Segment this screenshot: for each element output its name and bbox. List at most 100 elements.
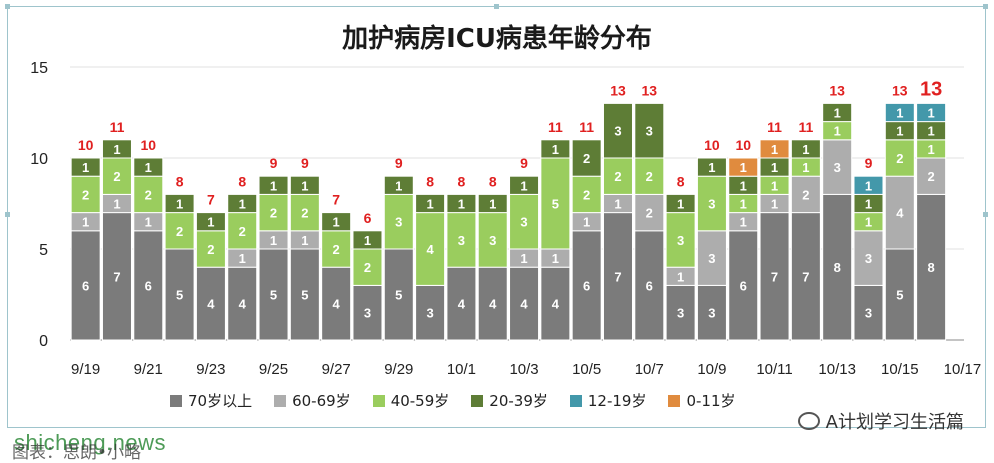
x-tick-label: 10/1 [447, 361, 476, 378]
data-label: 2 [896, 151, 903, 166]
total-label: 8 [426, 173, 434, 189]
data-label: 1 [113, 142, 120, 157]
bar-segment [665, 284, 696, 341]
bar-segment [696, 175, 727, 232]
bar-segment [415, 284, 446, 341]
total-label: 9 [301, 155, 309, 171]
data-label: 1 [270, 178, 277, 193]
total-label: 10 [140, 137, 156, 153]
x-tick-label: 10/5 [572, 361, 601, 378]
bar-segment [133, 230, 164, 341]
bar-segment [728, 230, 759, 341]
total-label: 13 [892, 82, 908, 98]
data-label: 6 [646, 278, 653, 293]
data-label: 4 [458, 297, 466, 312]
bar-segment [509, 175, 540, 195]
data-label: 6 [145, 278, 152, 293]
bar-segment [759, 212, 790, 341]
data-label: 2 [583, 187, 590, 202]
data-label: 3 [708, 306, 715, 321]
data-label: 1 [395, 178, 402, 193]
x-tick-label: 10/7 [635, 361, 664, 378]
data-label: 7 [771, 269, 778, 284]
data-label: 1 [270, 233, 277, 248]
data-label: 3 [677, 233, 684, 248]
total-label: 9 [520, 155, 528, 171]
data-label: 3 [865, 251, 872, 266]
legend-swatch [471, 394, 484, 407]
resize-handle[interactable] [5, 4, 10, 9]
data-label: 5 [270, 288, 277, 303]
bar-segment [195, 230, 226, 268]
data-label: 1 [520, 251, 527, 266]
data-label: 2 [614, 169, 621, 184]
bar-segment [509, 193, 540, 250]
y-tick-label: 0 [39, 333, 48, 350]
bar-segment [696, 230, 727, 286]
legend-label: 0-11岁 [686, 392, 736, 410]
total-label: 8 [458, 173, 466, 189]
legend-swatch [569, 394, 582, 407]
bar-segment [195, 266, 226, 341]
data-label: 3 [364, 306, 371, 321]
bar-segment [164, 212, 195, 250]
x-tick-label: 9/25 [259, 361, 288, 378]
bar-segment [602, 157, 633, 195]
data-label: 2 [239, 224, 246, 239]
data-label: 1 [802, 142, 809, 157]
data-label: 2 [646, 206, 653, 221]
legend-swatch [274, 394, 287, 407]
data-label: 4 [333, 297, 341, 312]
total-label: 13 [920, 78, 942, 100]
bar-segment [352, 284, 383, 341]
bar-segment [790, 175, 821, 214]
resize-handle[interactable] [983, 212, 988, 217]
bar-segment [352, 248, 383, 286]
bar-segment [164, 193, 195, 214]
bar-segment [884, 248, 915, 341]
x-tick-label: 10/15 [881, 361, 919, 378]
bar-segment [321, 212, 352, 232]
legend-item: 20-39岁 [471, 390, 548, 411]
total-label: 11 [548, 119, 563, 135]
bar-segment [195, 212, 226, 232]
data-label: 1 [771, 197, 778, 212]
y-tick-label: 5 [39, 242, 48, 259]
total-label: 10 [78, 137, 94, 153]
x-tick-label: 10/3 [509, 361, 538, 378]
resize-handle[interactable] [983, 4, 988, 9]
legend-label: 60-69岁 [292, 392, 351, 410]
bar-segment [321, 266, 352, 341]
bar-segment [884, 102, 915, 123]
bar-segment [227, 266, 258, 341]
bar-segment [70, 230, 101, 341]
data-label: 7 [802, 269, 809, 284]
data-label: 1 [708, 160, 715, 175]
total-label: 11 [798, 119, 813, 135]
x-tick-label: 9/29 [384, 361, 413, 378]
bar-segment [634, 102, 665, 159]
data-label: 1 [583, 215, 590, 230]
data-label: 7 [614, 269, 621, 284]
data-label: 1 [865, 197, 872, 212]
resize-handle[interactable] [5, 212, 10, 217]
legend-swatch [170, 394, 182, 407]
bar-segment [446, 266, 477, 341]
total-label: 11 [579, 119, 594, 135]
bar-segment [164, 248, 195, 341]
bar-segment [383, 248, 414, 341]
y-tick-label: 10 [30, 151, 48, 168]
data-label: 2 [207, 242, 214, 257]
total-label: 10 [735, 137, 751, 153]
bar-segment [477, 266, 508, 341]
bar-segment [665, 193, 696, 214]
data-label: 1 [82, 160, 89, 175]
data-label: 2 [333, 242, 340, 257]
legend-swatch [372, 394, 385, 407]
bar-segment [602, 102, 633, 159]
resize-handle[interactable] [494, 4, 499, 9]
bar-segment [916, 193, 947, 341]
bar-segment [822, 139, 853, 195]
data-label: 1 [896, 124, 903, 139]
